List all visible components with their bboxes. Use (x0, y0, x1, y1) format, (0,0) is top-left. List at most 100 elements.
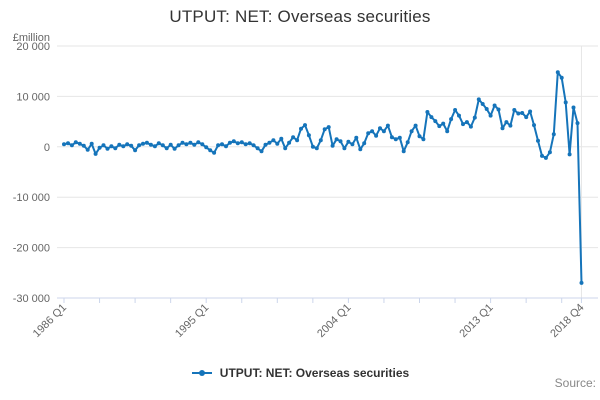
data-point-marker[interactable] (141, 141, 145, 146)
data-point-marker[interactable] (409, 129, 414, 134)
data-point-marker[interactable] (62, 142, 66, 147)
data-point-marker[interactable] (559, 75, 564, 80)
data-point-marker[interactable] (168, 142, 173, 147)
data-point-marker[interactable] (235, 141, 240, 146)
data-point-marker[interactable] (69, 143, 74, 148)
data-point-marker[interactable] (563, 100, 568, 105)
data-point-marker[interactable] (528, 109, 533, 114)
data-point-marker[interactable] (532, 123, 536, 128)
data-point-marker[interactable] (445, 129, 450, 134)
data-point-marker[interactable] (204, 145, 209, 150)
data-point-marker[interactable] (433, 119, 438, 124)
data-point-marker[interactable] (113, 146, 118, 151)
data-point-marker[interactable] (251, 143, 256, 148)
data-point-marker[interactable] (291, 135, 296, 140)
data-point-marker[interactable] (500, 126, 505, 131)
data-point-marker[interactable] (405, 140, 410, 145)
data-point-marker[interactable] (85, 147, 90, 152)
data-point-marker[interactable] (370, 129, 375, 134)
data-point-marker[interactable] (472, 115, 477, 120)
data-point-marker[interactable] (156, 141, 161, 146)
data-point-marker[interactable] (350, 142, 355, 147)
data-point-marker[interactable] (567, 152, 572, 157)
data-point-marker[interactable] (101, 143, 106, 148)
data-point-marker[interactable] (326, 125, 331, 130)
data-point-marker[interactable] (310, 144, 315, 149)
data-point-marker[interactable] (330, 143, 335, 148)
data-point-marker[interactable] (461, 122, 465, 127)
data-point-marker[interactable] (89, 141, 94, 146)
data-point-marker[interactable] (129, 143, 134, 148)
data-point-marker[interactable] (547, 150, 552, 155)
data-point-marker[interactable] (476, 97, 481, 102)
data-point-marker[interactable] (401, 149, 406, 154)
data-point-marker[interactable] (480, 102, 485, 106)
data-point-marker[interactable] (275, 141, 280, 146)
data-point-marker[interactable] (267, 140, 272, 145)
data-point-marker[interactable] (393, 137, 398, 142)
data-point-marker[interactable] (160, 143, 165, 148)
data-point-marker[interactable] (137, 143, 142, 148)
data-point-marker[interactable] (318, 138, 323, 143)
data-point-marker[interactable] (295, 138, 300, 143)
data-point-marker[interactable] (303, 123, 307, 128)
data-point-marker[interactable] (389, 135, 394, 140)
data-point-marker[interactable] (536, 138, 540, 143)
data-point-marker[interactable] (342, 146, 347, 151)
data-point-marker[interactable] (512, 108, 517, 112)
data-point-marker[interactable] (397, 135, 402, 140)
data-point-marker[interactable] (322, 127, 327, 132)
data-point-marker[interactable] (508, 123, 513, 128)
data-point-marker[interactable] (121, 144, 126, 149)
data-point-marker[interactable] (231, 139, 236, 144)
data-point-marker[interactable] (468, 124, 473, 129)
data-point-marker[interactable] (259, 149, 264, 154)
data-point-marker[interactable] (176, 143, 181, 148)
data-point-marker[interactable] (200, 142, 205, 147)
data-point-marker[interactable] (441, 121, 446, 126)
data-point-marker[interactable] (362, 141, 367, 146)
data-point-marker[interactable] (287, 140, 292, 145)
data-point-marker[interactable] (283, 146, 288, 151)
data-point-marker[interactable] (247, 141, 252, 146)
data-point-marker[interactable] (504, 120, 509, 125)
data-point-marker[interactable] (224, 144, 228, 149)
data-point-marker[interactable] (540, 153, 544, 158)
data-point-marker[interactable] (172, 146, 177, 151)
data-point-marker[interactable] (413, 123, 418, 128)
data-point-marker[interactable] (575, 121, 580, 126)
data-point-marker[interactable] (105, 146, 110, 151)
data-point-marker[interactable] (97, 145, 102, 150)
data-point-marker[interactable] (555, 70, 560, 75)
data-point-marker[interactable] (417, 134, 422, 139)
data-point-marker[interactable] (484, 107, 489, 111)
data-point-marker[interactable] (346, 139, 351, 144)
data-point-marker[interactable] (152, 144, 157, 149)
data-point-marker[interactable] (429, 115, 434, 120)
data-point-marker[interactable] (520, 111, 525, 115)
data-point-marker[interactable] (299, 126, 303, 131)
data-point-marker[interactable] (279, 136, 284, 141)
data-point-marker[interactable] (148, 142, 153, 147)
data-point-marker[interactable] (77, 141, 82, 146)
data-point-marker[interactable] (374, 133, 379, 138)
data-point-marker[interactable] (263, 142, 268, 147)
data-point-marker[interactable] (543, 155, 548, 160)
data-point-marker[interactable] (579, 280, 584, 285)
data-point-marker[interactable] (93, 151, 98, 156)
data-point-marker[interactable] (524, 115, 529, 120)
data-point-marker[interactable] (66, 141, 70, 146)
data-point-marker[interactable] (338, 139, 343, 144)
data-point-marker[interactable] (117, 142, 122, 147)
data-point-marker[interactable] (271, 138, 276, 143)
data-point-marker[interactable] (516, 111, 521, 116)
data-point-marker[interactable] (354, 135, 359, 140)
data-point-marker[interactable] (144, 140, 149, 145)
data-point-marker[interactable] (496, 107, 501, 112)
data-point-marker[interactable] (464, 120, 469, 125)
data-point-marker[interactable] (385, 123, 390, 128)
data-point-marker[interactable] (457, 113, 461, 118)
data-point-marker[interactable] (184, 142, 189, 147)
data-point-marker[interactable] (133, 148, 138, 153)
data-point-marker[interactable] (180, 140, 185, 145)
